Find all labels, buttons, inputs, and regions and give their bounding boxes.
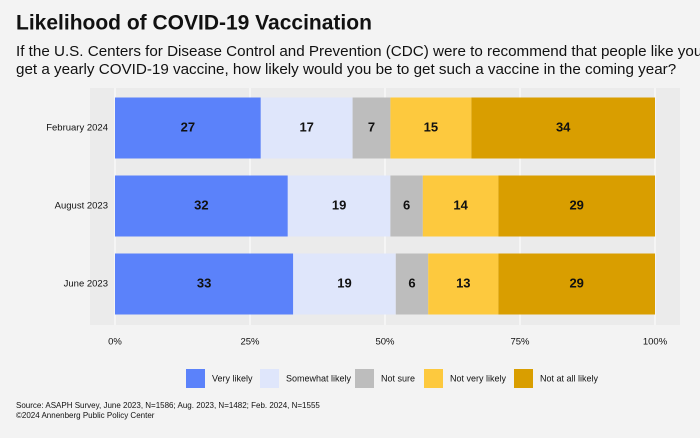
data-label: 13 [456,275,470,290]
legend-swatch [514,369,533,388]
bar-segment [422,175,499,237]
legend-label: Very likely [212,373,253,383]
data-label: 6 [403,197,410,212]
data-label: 19 [337,275,351,290]
legend-swatch [186,369,205,388]
legend-swatch [424,369,443,388]
subtitle: get a yearly COVID-19 vaccine, how likel… [16,61,676,78]
bar-segment [352,97,391,159]
legend-label: Somewhat likely [286,373,352,383]
source: Source: ASAPH Survey, June 2023, N=1586;… [16,401,320,410]
chart-title: Likelihood of COVID-19 Vaccination [16,12,372,35]
data-label: 33 [197,275,211,290]
data-label: 29 [569,275,583,290]
bar-segment [115,97,261,159]
bar-segment [115,175,288,237]
data-label: 7 [368,119,375,134]
data-label: 19 [332,197,346,212]
bar-segment [471,97,655,159]
data-label: 15 [424,119,438,134]
legend-swatch [355,369,374,388]
bar-segment [498,175,655,237]
x-tick-label: 100% [643,337,668,348]
bar-segment [390,175,423,237]
data-label: 14 [453,197,468,212]
bar-segment [287,175,391,237]
bar-segment [498,253,655,315]
data-label: 29 [569,197,583,212]
bar-segment [293,253,396,315]
subtitle: If the U.S. Centers for Disease Control … [16,43,700,60]
x-tick-label: 75% [510,337,530,348]
y-tick-label: June 2023 [64,279,108,290]
x-tick-label: 25% [240,337,260,348]
y-tick-label: August 2023 [55,201,108,212]
data-label: 32 [194,197,208,212]
source: ©2024 Annenberg Public Policy Center [16,411,155,420]
y-tick-label: February 2024 [46,123,108,134]
x-tick-label: 0% [108,337,122,348]
data-label: 17 [299,119,313,134]
data-label: 34 [556,119,571,134]
bar-segment [115,253,294,315]
legend-label: Not very likely [450,373,507,383]
bar-segment [428,253,499,315]
legend-label: Not at all likely [540,373,599,383]
data-label: 6 [408,275,415,290]
legend-swatch [260,369,279,388]
bar-segment [395,253,429,315]
data-label: 27 [181,119,195,134]
x-tick-label: 50% [375,337,395,348]
bar-segment [390,97,472,159]
bar-segment [260,97,353,159]
legend-label: Not sure [381,373,415,383]
